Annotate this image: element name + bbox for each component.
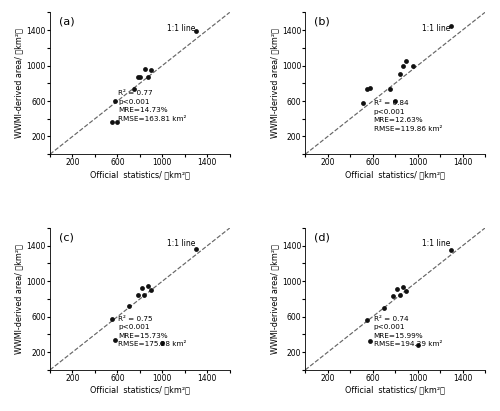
- Point: [111, 337, 119, 343]
- Point: [130, 86, 138, 93]
- Point: [448, 22, 456, 29]
- Point: [144, 282, 152, 289]
- Point: [396, 70, 404, 77]
- Point: [391, 98, 399, 104]
- Point: [363, 85, 371, 92]
- Point: [138, 285, 146, 291]
- Y-axis label: WWMI-derived area/ （km²）: WWMI-derived area/ （km²）: [270, 28, 279, 138]
- Text: 1:1 line: 1:1 line: [422, 239, 450, 248]
- Text: R² = 0.84
p<0.001
MRE=12.63%
RMSE=119.86 km²: R² = 0.84 p<0.001 MRE=12.63% RMSE=119.86…: [374, 100, 442, 132]
- Point: [192, 246, 200, 253]
- Point: [114, 119, 122, 126]
- Point: [108, 316, 116, 323]
- Point: [142, 66, 150, 72]
- Point: [108, 119, 116, 126]
- Point: [402, 288, 410, 294]
- Point: [399, 283, 407, 290]
- Text: R² = 0.75
p<0.001
MRE=15.73%
RMSE=175.28 km²: R² = 0.75 p<0.001 MRE=15.73% RMSE=175.28…: [118, 316, 186, 347]
- Point: [386, 85, 394, 92]
- X-axis label: Official  statistics/ （km²）: Official statistics/ （km²）: [90, 170, 190, 179]
- Point: [414, 342, 422, 349]
- Text: 1:1 line: 1:1 line: [167, 24, 195, 33]
- Text: (d): (d): [314, 232, 330, 242]
- Y-axis label: WWMI-derived area/ （km²）: WWMI-derived area/ （km²）: [14, 244, 24, 354]
- Y-axis label: WWMI-derived area/ （km²）: WWMI-derived area/ （km²）: [14, 28, 24, 138]
- Text: (c): (c): [59, 232, 74, 242]
- Point: [396, 292, 404, 299]
- Point: [448, 247, 456, 254]
- Point: [147, 67, 155, 73]
- X-axis label: Official  statistics/ （km²）: Official statistics/ （km²）: [345, 386, 445, 395]
- Point: [358, 99, 366, 106]
- Point: [399, 62, 407, 69]
- Point: [363, 317, 371, 323]
- Point: [366, 84, 374, 91]
- Point: [402, 58, 410, 65]
- Point: [134, 74, 141, 81]
- Point: [134, 292, 141, 299]
- Text: 1:1 line: 1:1 line: [167, 239, 195, 248]
- Point: [380, 305, 388, 311]
- Point: [158, 340, 166, 346]
- Text: 1:1 line: 1:1 line: [422, 24, 450, 33]
- Point: [124, 303, 132, 309]
- Point: [140, 291, 148, 298]
- X-axis label: Official  statistics/ （km²）: Official statistics/ （km²）: [90, 386, 190, 395]
- Point: [110, 98, 118, 104]
- Point: [409, 63, 417, 70]
- Point: [136, 74, 144, 81]
- Point: [366, 337, 374, 344]
- Point: [389, 293, 397, 300]
- Point: [147, 287, 155, 293]
- Text: (a): (a): [59, 16, 74, 27]
- Text: R² = 0.77
p<0.001
MRE=14.73%
RMSE=163.81 km²: R² = 0.77 p<0.001 MRE=14.73% RMSE=163.81…: [118, 90, 186, 122]
- Point: [144, 74, 152, 81]
- X-axis label: Official  statistics/ （km²）: Official statistics/ （km²）: [345, 170, 445, 179]
- Text: R² = 0.74
p<0.001
MRE=15.99%
RMSE=194.29 km²: R² = 0.74 p<0.001 MRE=15.99% RMSE=194.29…: [374, 316, 442, 347]
- Text: (b): (b): [314, 16, 330, 27]
- Y-axis label: WWMI-derived area/ （km²）: WWMI-derived area/ （km²）: [270, 244, 279, 354]
- Point: [192, 28, 200, 34]
- Point: [394, 286, 402, 293]
